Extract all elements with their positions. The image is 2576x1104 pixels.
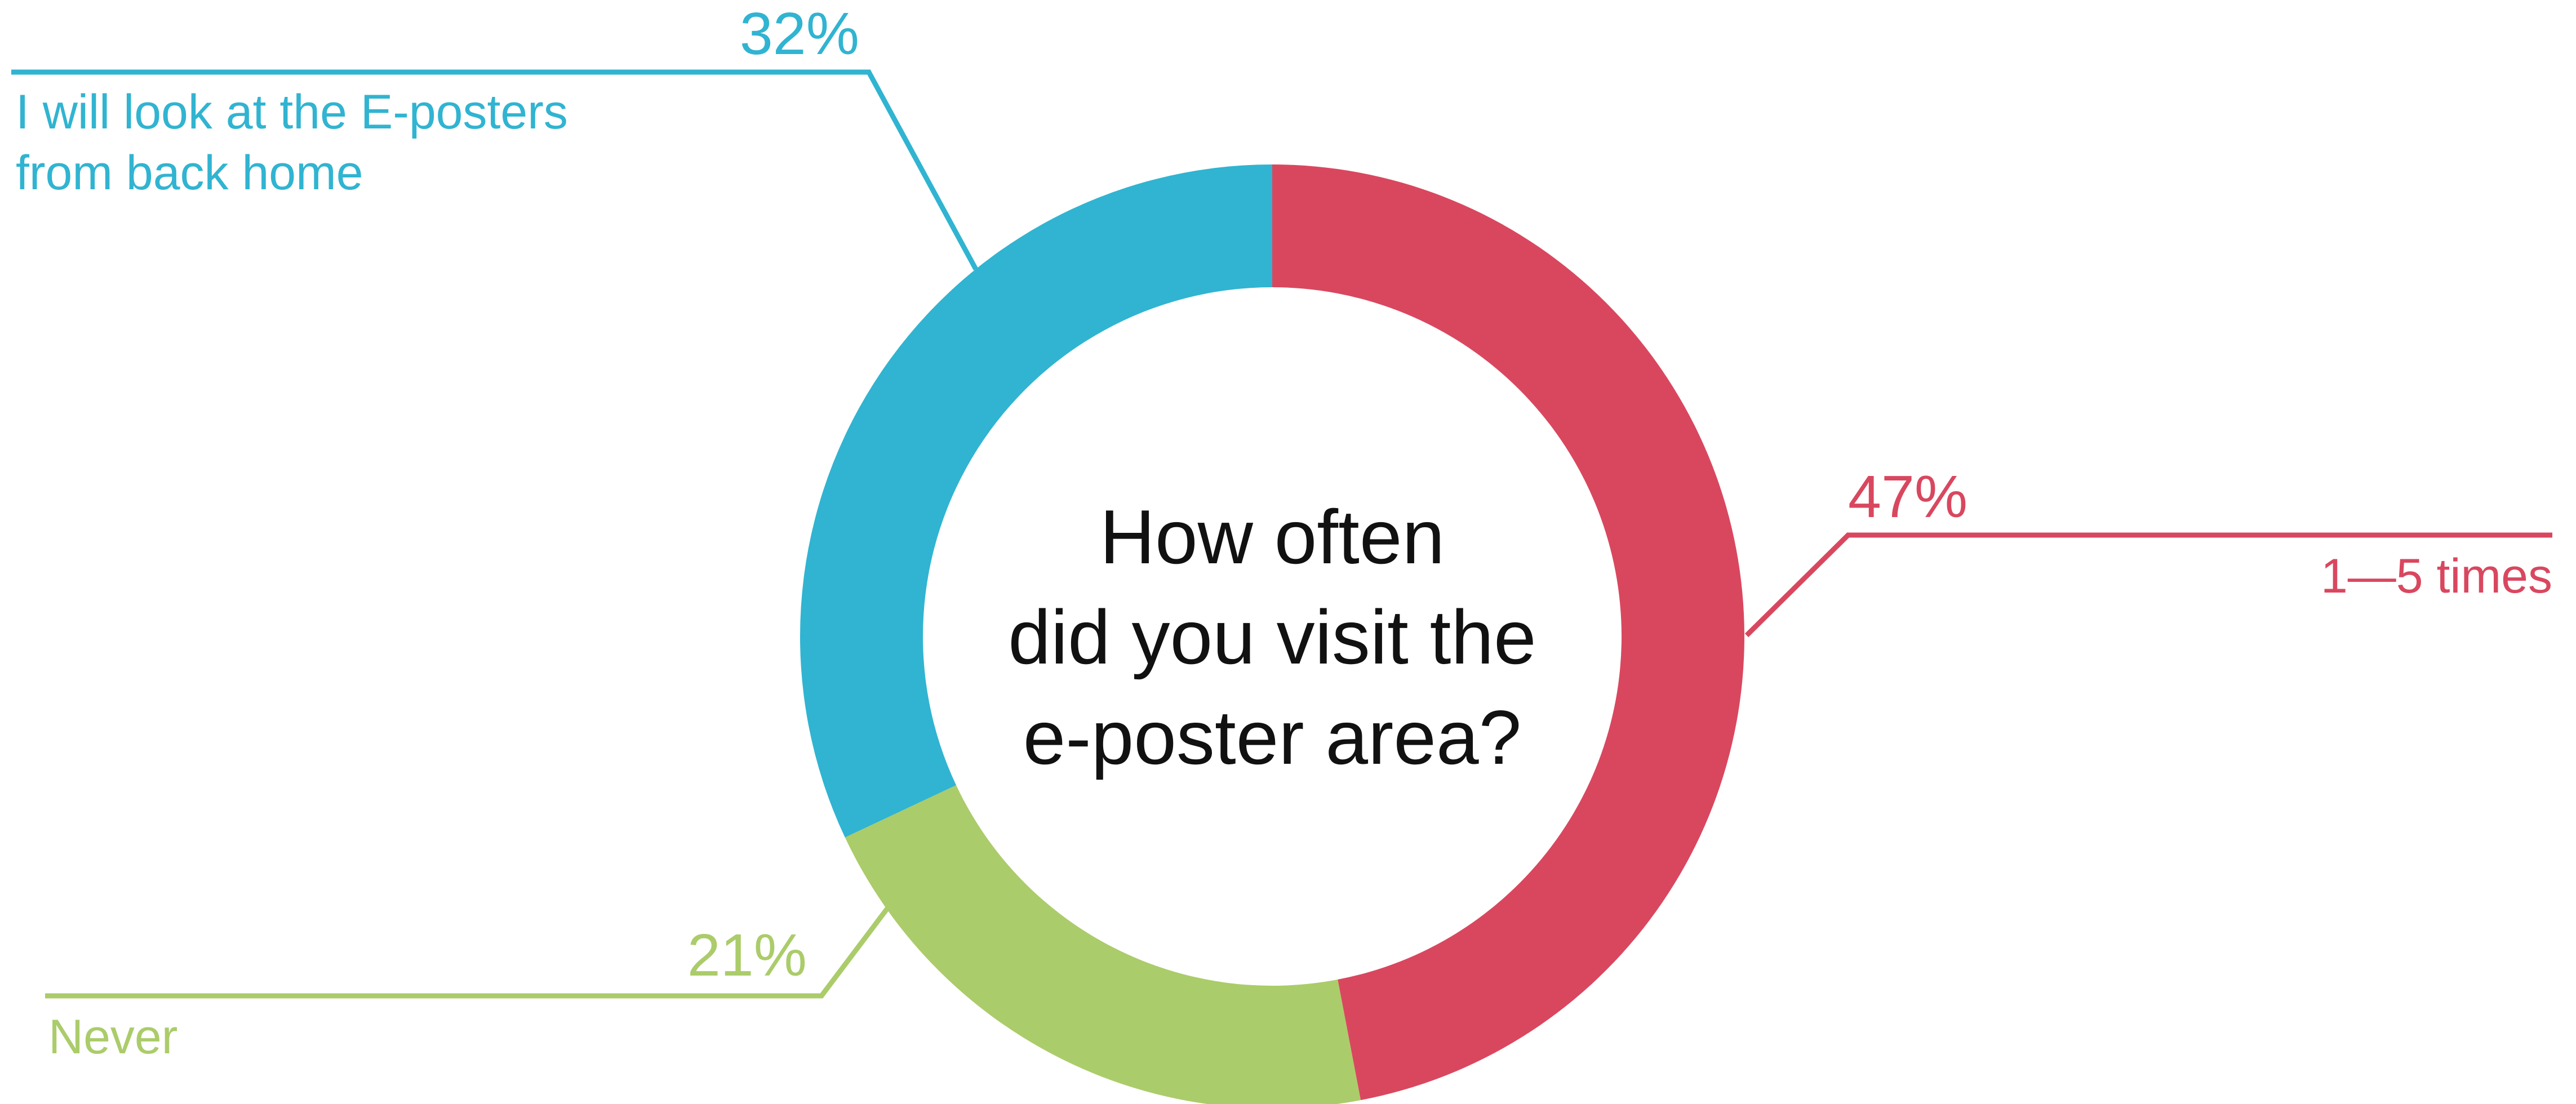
percent-label-never: 21%	[687, 922, 807, 989]
leader-line-1-5-times	[1744, 532, 2552, 638]
leader-line-i-will-look-at-the-e-posters-from-back-home	[11, 69, 978, 271]
chart-title-line: did you visit the	[1008, 594, 1536, 680]
chart-title-line: e-poster area?	[1023, 695, 1522, 780]
chart-title-line: How often	[1100, 494, 1445, 580]
slice-never	[845, 785, 1361, 1104]
category-label-1-5-times: 1—5 times	[2321, 549, 2552, 603]
leader-line-never	[45, 903, 892, 999]
category-label-i-will-look-at-the-e-posters-from-back-home: I will look at the E-posters from back ho…	[16, 85, 568, 200]
leader-lines	[11, 69, 2552, 999]
category-label-never: Never	[48, 1010, 177, 1064]
slice-i-will-look-at-the-e-posters-from-back-home	[800, 164, 1272, 838]
percent-label-i-will-look-at-the-e-posters-from-back-home: 32%	[740, 1, 859, 67]
percent-label-1-5-times: 47%	[1848, 464, 1967, 530]
donut-slices	[800, 164, 1745, 1104]
slice-1-5-times	[1272, 164, 1745, 1101]
chart-title: How often did you visit the e-poster area?	[1008, 494, 1536, 780]
slice-labels: 47% 1—5 times 21% Never 32% I will look at th…	[16, 1, 2552, 1064]
